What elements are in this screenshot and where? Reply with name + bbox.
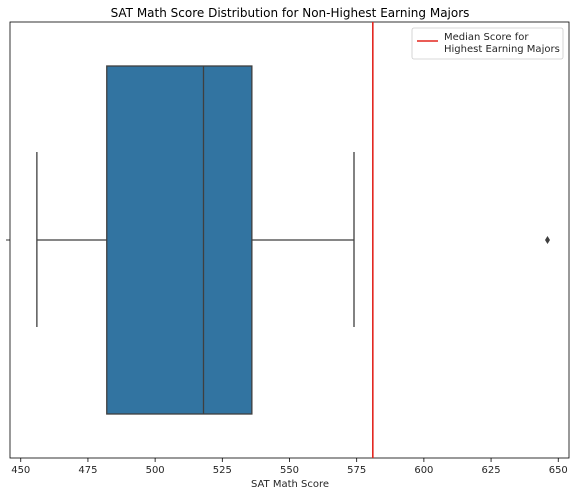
x-tick-label: 600 (414, 465, 433, 476)
x-tick-label: 525 (213, 465, 232, 476)
legend-label: Median Score for Highest Earning Majors (444, 32, 560, 55)
legend-frame (411, 27, 564, 60)
interquartile-box (106, 65, 253, 415)
chart-title: SAT Math Score Distribution for Non-High… (111, 6, 470, 20)
x-axis: 450 475 500 525 550 575 600 625 650 (6, 239, 568, 476)
x-tick-label: 550 (280, 465, 299, 476)
x-tick-label: 475 (78, 465, 97, 476)
x-tick-label: 575 (347, 465, 366, 476)
box-plot (36, 65, 550, 415)
outlier-point (545, 236, 550, 244)
x-tick-label: 500 (146, 465, 165, 476)
x-tick-label: 625 (482, 465, 501, 476)
x-axis-label: SAT Math Score (251, 479, 329, 490)
x-tick-label: 450 (11, 465, 30, 476)
x-tick-label: 650 (549, 465, 568, 476)
legend: Median Score for Highest Earning Majors (411, 27, 564, 60)
